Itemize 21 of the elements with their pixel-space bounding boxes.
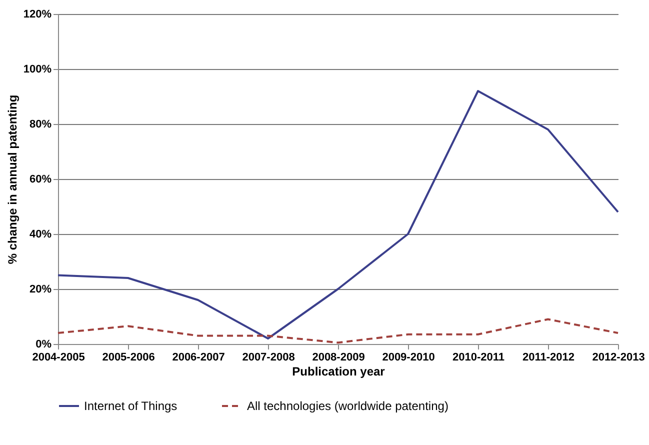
- x-tick-label: 2006-2007: [172, 352, 225, 364]
- y-tick-label: 40%: [29, 228, 52, 240]
- y-tick-label: 60%: [29, 174, 52, 186]
- line-series: [57, 90, 619, 340]
- y-tick-label: 120%: [23, 8, 52, 20]
- x-tick-label: 2004-2005: [32, 352, 85, 364]
- x-tick-label: 2009-2010: [382, 352, 435, 364]
- x-axis-title: Publication year: [292, 364, 386, 378]
- y-tick-label: 100%: [23, 64, 52, 76]
- y-tick-label: 80%: [29, 118, 52, 130]
- x-tick-label: 2012-2013: [592, 352, 645, 364]
- legend-label: All technologies (worldwide patenting): [247, 399, 448, 413]
- legend-label: Internet of Things: [84, 399, 178, 413]
- x-tick-label: 2007-2008: [242, 352, 295, 364]
- y-axis-title: % change in annual patenting: [5, 94, 20, 264]
- x-tick-label: 2008-2009: [312, 352, 365, 364]
- x-tick-label: 2011-2012: [522, 352, 574, 364]
- y-tick-label: 20%: [29, 284, 52, 296]
- y-tick-label: 0%: [36, 338, 52, 350]
- x-tick-label: 2010-2011: [452, 352, 504, 364]
- x-tick-label: 2005-2006: [102, 352, 155, 364]
